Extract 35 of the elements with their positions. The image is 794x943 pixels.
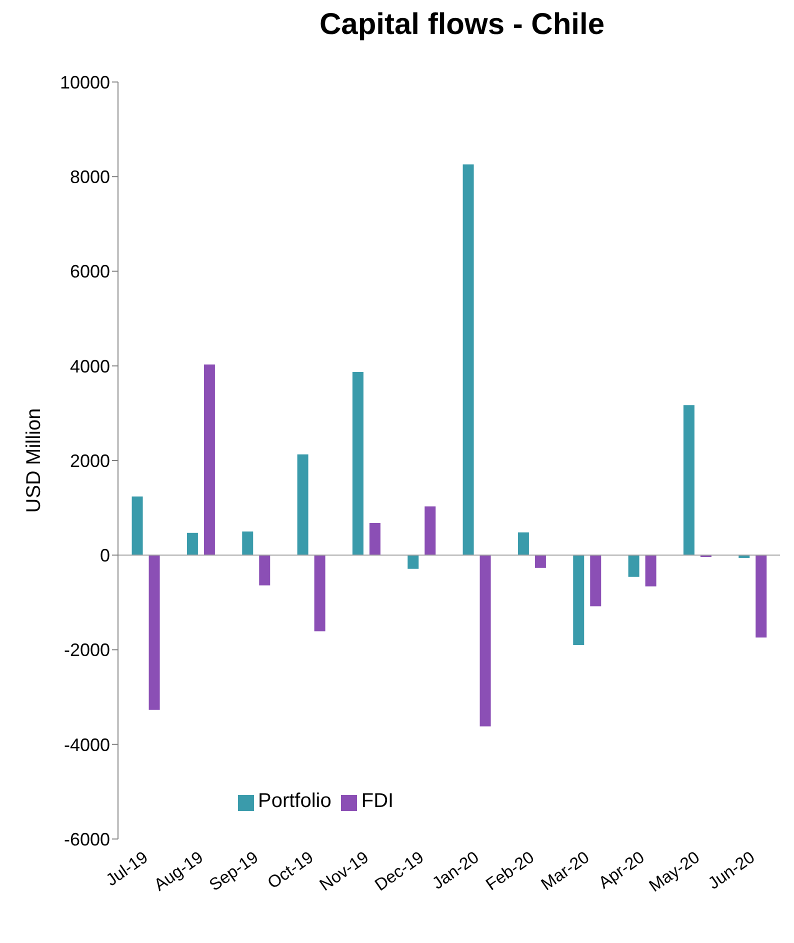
y-tick-label: 2000	[70, 450, 110, 471]
y-tick-label: 10000	[60, 72, 110, 92]
bar	[462, 164, 474, 556]
bar	[186, 532, 198, 556]
bar	[297, 454, 308, 556]
y-axis-title: USD Million	[23, 408, 46, 513]
bar	[534, 555, 546, 568]
bar	[369, 522, 380, 556]
legend-label: Portfolio	[258, 790, 332, 812]
bar	[518, 532, 529, 556]
y-tick-label: -2000	[64, 640, 110, 660]
legend-label: FDI	[361, 790, 394, 812]
y-tick-label: 8000	[70, 167, 110, 188]
y-tick-label: -4000	[64, 734, 110, 755]
y-tick-label: 0	[100, 546, 110, 566]
bar	[424, 506, 436, 556]
bar	[242, 531, 254, 556]
bar	[683, 405, 694, 556]
bar	[259, 555, 270, 586]
bar	[628, 555, 640, 577]
bar	[148, 555, 160, 710]
chart-title: Capital flows - Chile	[318, 8, 606, 42]
bar	[314, 555, 326, 632]
bar	[408, 555, 419, 569]
bar	[590, 555, 602, 606]
bar	[756, 555, 767, 638]
bar	[645, 555, 656, 586]
bar	[352, 372, 364, 556]
y-tick-label: 6000	[70, 262, 110, 282]
bar	[480, 555, 491, 726]
bar	[573, 555, 584, 646]
y-tick-label: -6000	[64, 829, 110, 850]
bar	[132, 496, 143, 556]
y-tick-label: 4000	[70, 356, 110, 376]
bar	[204, 364, 215, 556]
